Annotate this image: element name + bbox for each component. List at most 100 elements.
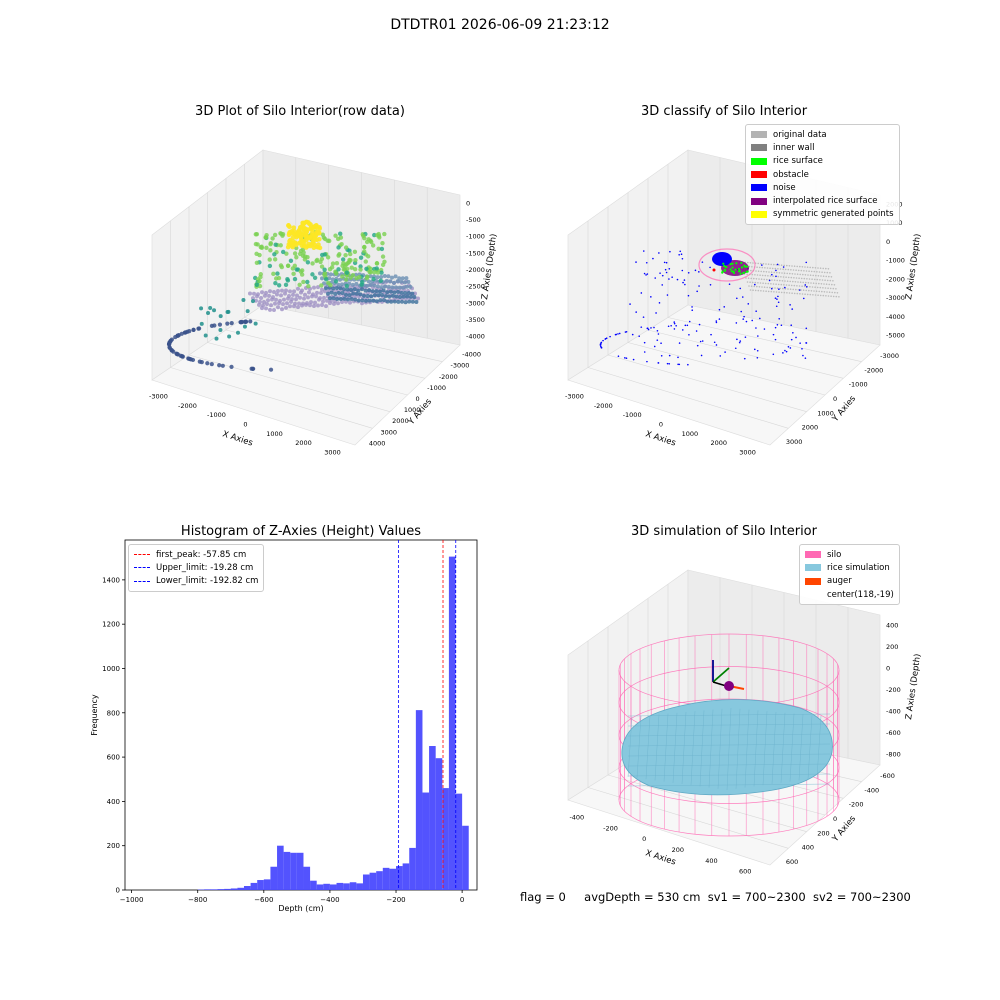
y-tick-label: -200: [849, 801, 864, 809]
data-point: [338, 235, 344, 240]
mesh-line: [654, 714, 660, 781]
histogram-bar: [283, 851, 291, 890]
data-point: [338, 297, 343, 302]
data-point: [602, 339, 604, 342]
data-point: [378, 278, 384, 283]
data-point: [336, 245, 341, 250]
data-point: [698, 285, 700, 287]
data-point: [217, 363, 222, 368]
data-point: [371, 276, 376, 282]
data-point: [646, 273, 649, 275]
mesh-line: [744, 709, 750, 788]
data-point: [700, 354, 703, 357]
data-point: [797, 269, 800, 272]
data-point: [188, 357, 194, 362]
grid-line: [244, 317, 443, 362]
data-point: [407, 299, 412, 304]
data-point: [771, 267, 774, 270]
data-point: [270, 297, 274, 302]
mesh-line: [717, 708, 723, 789]
mesh-line: [636, 715, 642, 779]
data-point: [793, 284, 796, 287]
data-point: [360, 287, 364, 292]
data-point: [294, 297, 298, 302]
data-point: [827, 295, 830, 297]
data-point: [364, 266, 369, 271]
mesh-line: [663, 713, 669, 782]
data-point: [734, 268, 737, 271]
data-point: [808, 278, 811, 280]
data-point: [280, 249, 286, 255]
data-point: [709, 283, 712, 286]
data-point: [303, 292, 307, 297]
data-point: [263, 235, 269, 240]
data-point: [292, 240, 297, 246]
data-point: [344, 292, 348, 297]
mesh-line: [807, 715, 813, 780]
data-point: [292, 276, 298, 282]
data-point: [796, 285, 798, 287]
data-point: [380, 262, 386, 267]
data-point: [365, 283, 370, 288]
mesh-line: [789, 713, 795, 782]
data-point: [796, 292, 799, 295]
panel4-legend: silo rice simulation auger center(118,-1…: [799, 544, 900, 606]
grid-line: [207, 342, 408, 396]
data-point: [757, 262, 759, 265]
data-point: [774, 326, 777, 329]
data-point: [780, 276, 782, 278]
data-point: [799, 342, 801, 344]
data-point: [259, 244, 264, 249]
data-point: [408, 294, 413, 299]
data-point: [414, 299, 419, 304]
data-point: [640, 292, 643, 294]
data-point: [809, 266, 811, 269]
x-tick-label: 200: [672, 846, 684, 854]
data-point: [322, 267, 327, 272]
data-point: [310, 261, 315, 266]
x-tick-label: -1000: [207, 411, 226, 419]
legend-label: auger: [827, 576, 852, 587]
data-point: [362, 244, 367, 250]
histogram-bar: [455, 793, 463, 890]
data-point: [777, 295, 779, 298]
data-point: [675, 324, 677, 327]
data-point: [387, 294, 392, 299]
data-point: [762, 290, 765, 292]
data-point: [829, 272, 831, 274]
data-point: [766, 267, 769, 269]
data-point: [290, 235, 296, 240]
z-tick-label: 400: [886, 622, 898, 630]
data-point: [330, 277, 335, 282]
data-point: [309, 300, 313, 305]
data-point: [199, 360, 204, 365]
data-point: [799, 293, 801, 295]
data-point: [283, 291, 287, 296]
z-tick-label: -600: [886, 729, 901, 737]
data-point: [253, 321, 258, 326]
histogram-bar: [415, 710, 423, 890]
data-point: [745, 320, 748, 323]
data-point: [317, 245, 323, 251]
data-point: [318, 271, 322, 276]
data-point: [267, 257, 272, 262]
data-point: [655, 312, 657, 314]
data-point: [412, 294, 417, 299]
data-point: [783, 272, 786, 275]
data-point: [679, 250, 682, 253]
data-point: [250, 366, 255, 371]
data-point: [815, 274, 817, 277]
mesh-line: [708, 709, 714, 788]
data-point: [312, 304, 316, 309]
data-point: [836, 292, 839, 294]
data-point: [315, 229, 320, 235]
data-point: [272, 252, 277, 257]
legend-swatch: [805, 591, 821, 598]
panel2-axes: [567, 149, 881, 446]
data-point: [244, 319, 249, 324]
data-point: [778, 317, 781, 320]
data-point: [290, 266, 296, 271]
data-point: [660, 354, 663, 357]
data-point: [792, 269, 795, 271]
data-point: [609, 335, 611, 338]
